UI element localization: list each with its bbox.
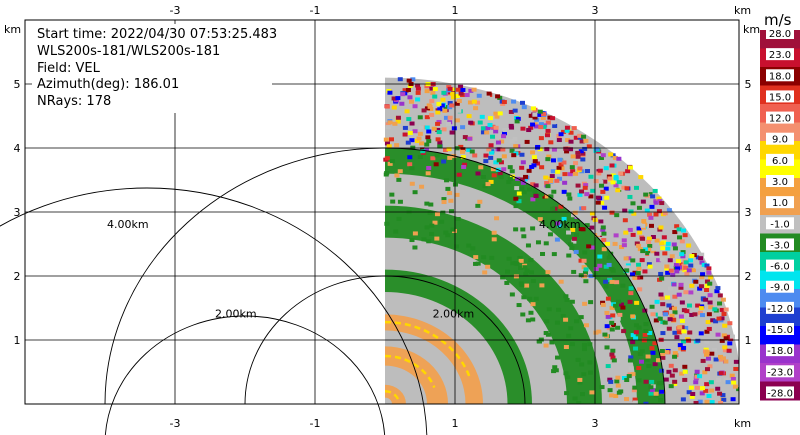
colorbar-label-bg-11: [766, 259, 794, 272]
colorbar-label-17: -28.0: [767, 388, 793, 399]
colorbar-label-13: -12.0: [767, 304, 793, 315]
colorbar-label-bg-2: [766, 69, 794, 82]
colorbar-label-7: 3.0: [772, 177, 788, 188]
y-tick-left-0: 1: [14, 334, 21, 347]
colorbar-label-4: 12.0: [769, 114, 791, 125]
colorbar-label-bg-5: [766, 132, 794, 145]
range-ring-label-left-1: 2.00km: [215, 308, 257, 321]
range-ring-label-0: 4.00km: [539, 218, 581, 231]
range-ring-1: [244, 275, 526, 405]
x-unit-bottom: km: [734, 417, 751, 430]
info-nrays: NRays: 178: [37, 94, 111, 109]
x-tick-top-3: 3: [592, 4, 599, 17]
colorbar-label-bg-7: [766, 175, 794, 187]
colorbar-label-12: -9.0: [770, 283, 790, 294]
colorbar-label-bg-9: [766, 217, 794, 230]
colorbar-label-3: 15.0: [769, 92, 791, 103]
colorbar-label-6: 6.0: [772, 156, 788, 167]
colorbar-label-0: 28.0: [769, 29, 791, 40]
colorbar-label-8: 1.0: [772, 198, 788, 209]
colorbar-label-15: -18.0: [767, 346, 793, 357]
y-tick-right-1: 2: [745, 270, 752, 283]
y-tick-right-3: 4: [745, 142, 752, 155]
colorbar-label-bg-10: [766, 238, 794, 251]
streak-2: [384, 320, 471, 377]
colorbar-label-bg-14: [766, 323, 794, 335]
band-3: [385, 269, 532, 404]
y-tick-right-0: 1: [745, 334, 752, 347]
colorbar-label-bg-13: [766, 301, 794, 314]
colorbar-label-11: -6.0: [770, 262, 790, 273]
range-ring-label-left-0: 4.00km: [107, 218, 149, 231]
y-tick-left-4: 5: [14, 78, 21, 91]
x-tick-bottom-0: -3: [170, 417, 181, 430]
band-2: [385, 314, 483, 404]
colorbar-label-bg-16: [766, 365, 794, 378]
y-tick-left-2: 3: [14, 206, 21, 219]
colorbar-unit: m/s: [764, 11, 792, 29]
plot-frame: [24, 19, 740, 405]
range-ring-label-1: 2.00km: [433, 308, 475, 321]
info-field: Field: VEL: [37, 61, 101, 76]
y-tick-right-2: 3: [745, 206, 752, 219]
streak-0: [384, 389, 400, 401]
y-tick-right-4: 5: [745, 78, 752, 91]
colorbar-label-bg-3: [766, 90, 794, 103]
info-box: Start time: 2022/04/30 07:53:25.483 WLS2…: [32, 24, 277, 113]
info-instrument: WLS200s-181/WLS200s-181: [37, 44, 220, 59]
colorbar-label-bg-17: [766, 386, 794, 399]
colorbar-label-10: -3.0: [770, 240, 790, 251]
x-tick-top-1: -1: [310, 4, 321, 17]
outer-noise: [383, 77, 739, 404]
info-azimuth: Azimuth(deg): 186.01: [37, 77, 179, 92]
y-unit-right: km: [743, 23, 760, 36]
x-tick-top-0: -3: [170, 4, 181, 17]
colorbar-label-2: 18.0: [769, 71, 791, 82]
colorbar-label-14: -15.0: [767, 325, 793, 336]
y-unit-left: km: [4, 23, 21, 36]
colorbar-label-bg-12: [766, 280, 794, 293]
colorbar-label-bg-0: [766, 27, 794, 39]
streak-1: [384, 354, 436, 389]
colorbar-label-bg-4: [766, 111, 794, 124]
colorbar: m/s 28.0 23.0 18.0 15.0 12.0 9.0 6.0 3.0 1.0 -1.0…: [760, 11, 800, 401]
range-rings: 4.00km 4.00km 2.00km 2.00km: [0, 147, 666, 435]
colorbar-label-1: 23.0: [769, 50, 791, 61]
y-tick-left-3: 4: [14, 142, 21, 155]
info-start-time: Start time: 2022/04/30 07:53:25.483: [37, 27, 277, 42]
range-ring-left-1: [104, 315, 386, 435]
y-tick-left-1: 2: [14, 270, 21, 283]
range-ring-left-0: [0, 187, 428, 435]
range-ring-0: [104, 147, 666, 405]
colorbar-label-bg-6: [766, 153, 794, 166]
colorbar-label-16: -23.0: [767, 367, 793, 378]
x-unit-top: km: [734, 4, 751, 17]
colorbar-label-bg-15: [766, 344, 794, 357]
colorbar-label-5: 9.0: [772, 135, 788, 146]
x-tick-top-2: 1: [452, 4, 459, 17]
x-tick-bottom-2: 1: [452, 417, 459, 430]
colorbar-label-bg-8: [766, 196, 794, 209]
axis-ticks: -3 -3 -1 -1 1 1 3 3 1 1 2 2 3 3 4 4 5 5: [14, 4, 752, 430]
x-tick-bottom-1: -1: [310, 417, 321, 430]
colorbar-label-9: -1.0: [770, 219, 790, 230]
colorbar-label-bg-1: [766, 48, 794, 61]
x-tick-bottom-3: 3: [592, 417, 599, 430]
